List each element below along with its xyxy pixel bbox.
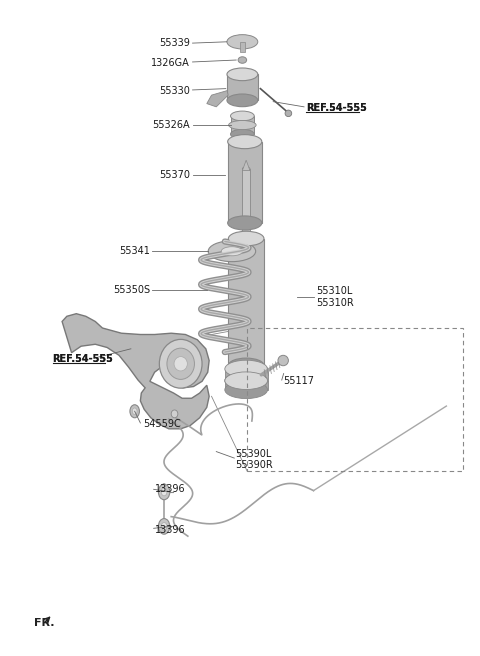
Ellipse shape xyxy=(285,110,292,117)
Bar xyxy=(228,142,262,223)
Text: FR.: FR. xyxy=(34,619,54,628)
Bar xyxy=(228,239,264,365)
Ellipse shape xyxy=(158,484,170,500)
Polygon shape xyxy=(62,314,209,429)
Text: 55326A: 55326A xyxy=(153,120,190,130)
Bar xyxy=(225,380,267,390)
Text: 55350S: 55350S xyxy=(113,285,150,295)
Bar xyxy=(240,42,245,52)
Text: REF.54-555: REF.54-555 xyxy=(306,103,367,113)
Ellipse shape xyxy=(130,405,139,418)
Bar xyxy=(225,369,267,380)
Ellipse shape xyxy=(238,57,247,63)
Bar xyxy=(247,328,463,471)
Ellipse shape xyxy=(228,232,264,246)
Ellipse shape xyxy=(225,381,267,399)
Ellipse shape xyxy=(228,216,262,230)
Ellipse shape xyxy=(230,129,254,139)
Ellipse shape xyxy=(161,488,167,496)
Ellipse shape xyxy=(228,121,256,130)
Text: 1326GA: 1326GA xyxy=(151,58,190,68)
Text: 55390L
55390R: 55390L 55390R xyxy=(235,449,273,470)
Text: 55341: 55341 xyxy=(119,246,150,256)
Text: 55310L
55310R: 55310L 55310R xyxy=(316,286,354,308)
Text: 55117: 55117 xyxy=(283,377,314,386)
Ellipse shape xyxy=(174,357,187,371)
Ellipse shape xyxy=(171,410,178,418)
Ellipse shape xyxy=(227,94,258,107)
Ellipse shape xyxy=(242,167,250,170)
Text: REF.54-555: REF.54-555 xyxy=(306,103,367,113)
Ellipse shape xyxy=(228,134,262,149)
Ellipse shape xyxy=(225,372,267,390)
Text: 55330: 55330 xyxy=(159,85,190,96)
Bar xyxy=(227,74,258,100)
Ellipse shape xyxy=(161,522,167,530)
Polygon shape xyxy=(242,160,250,171)
Text: 54559C: 54559C xyxy=(143,419,180,429)
Text: 13396: 13396 xyxy=(155,484,185,495)
Ellipse shape xyxy=(225,360,267,378)
Text: REF.54-555: REF.54-555 xyxy=(53,354,113,364)
Ellipse shape xyxy=(167,348,194,379)
Ellipse shape xyxy=(158,519,170,534)
Ellipse shape xyxy=(208,241,256,262)
Text: 55370: 55370 xyxy=(159,170,190,180)
Ellipse shape xyxy=(132,408,137,415)
Ellipse shape xyxy=(227,35,258,49)
Text: 13396: 13396 xyxy=(155,525,185,535)
Bar xyxy=(230,116,254,134)
Ellipse shape xyxy=(221,247,242,256)
Bar xyxy=(242,169,250,247)
Ellipse shape xyxy=(159,339,202,388)
Text: REF.54-555: REF.54-555 xyxy=(53,354,113,364)
Text: 55339: 55339 xyxy=(159,38,190,48)
Ellipse shape xyxy=(227,68,258,81)
Polygon shape xyxy=(207,91,228,107)
Ellipse shape xyxy=(230,111,254,121)
Ellipse shape xyxy=(278,356,288,366)
Ellipse shape xyxy=(242,245,250,248)
Ellipse shape xyxy=(228,358,264,373)
Ellipse shape xyxy=(225,372,267,390)
